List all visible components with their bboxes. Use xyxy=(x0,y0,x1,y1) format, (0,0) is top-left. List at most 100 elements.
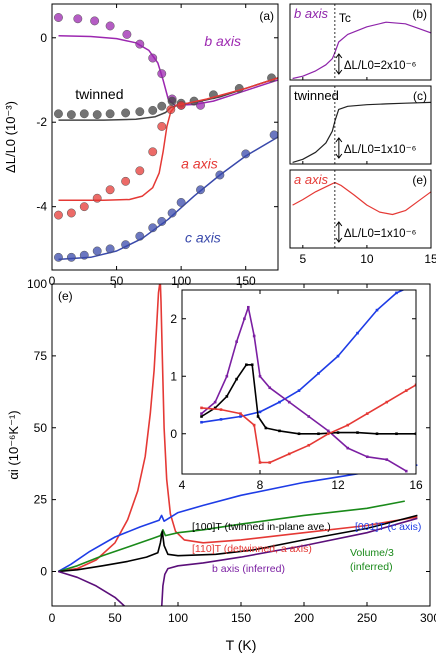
data-point xyxy=(79,250,89,260)
data-point xyxy=(235,377,238,381)
series-label: twinned xyxy=(75,86,123,102)
legend-item: [100]T (twinned in-plane ave.) xyxy=(192,521,331,533)
y-tick-label: 0 xyxy=(170,427,177,441)
y-tick-label: 2 xyxy=(170,312,177,326)
scale-arrow xyxy=(335,69,343,75)
clipped-group xyxy=(200,290,416,473)
data-point xyxy=(287,400,291,404)
clipped-group xyxy=(292,21,431,80)
series-label: b axis xyxy=(204,33,241,49)
data-point xyxy=(200,412,203,415)
panel-label: (b) xyxy=(412,7,427,21)
data-point xyxy=(404,389,408,392)
y-tick-label: 0 xyxy=(40,565,47,579)
data-point xyxy=(268,461,272,464)
data-point xyxy=(241,149,251,159)
data-point xyxy=(167,208,177,218)
data-point xyxy=(135,107,145,117)
data-point xyxy=(269,130,278,140)
data-point xyxy=(148,223,158,233)
series-curve xyxy=(160,517,418,606)
tc-label: Tc xyxy=(339,11,351,25)
data-point xyxy=(105,244,115,254)
data-point xyxy=(346,446,350,450)
data-point xyxy=(264,426,268,430)
x-tick-label: 100 xyxy=(171,274,191,288)
x-tick-label: 200 xyxy=(294,611,314,625)
data-point xyxy=(105,185,115,195)
legend-item: [001]T (c axis) xyxy=(355,521,421,533)
legend-item: (inferred) xyxy=(350,561,393,573)
data-point xyxy=(105,109,115,119)
data-point xyxy=(92,193,102,203)
data-point xyxy=(268,386,272,390)
series-curve xyxy=(57,464,418,573)
legend-item: [110]T (detwinned, a axis) xyxy=(192,543,312,555)
data-point xyxy=(54,210,63,220)
panel-title: twinned xyxy=(294,88,339,103)
data-point xyxy=(375,308,379,312)
x-tick-label: 0 xyxy=(49,274,56,288)
data-point xyxy=(121,176,131,186)
x-axis-label: T (K) xyxy=(226,637,257,653)
data-point xyxy=(122,29,132,39)
series-curve xyxy=(201,363,416,435)
data-point xyxy=(245,363,248,367)
clipped-group xyxy=(54,13,278,262)
data-point xyxy=(225,374,229,378)
data-point xyxy=(297,432,301,436)
y-axis-label: ΔL/L0 (10⁻³) xyxy=(3,101,18,173)
data-point xyxy=(395,291,398,295)
x-tick-label: 8 xyxy=(257,478,264,492)
clipped-group xyxy=(292,181,431,216)
data-point xyxy=(404,469,408,473)
data-point xyxy=(278,400,281,404)
x-tick-label: 10 xyxy=(360,252,374,266)
data-point xyxy=(135,166,145,176)
scale-arrow xyxy=(335,53,343,59)
data-point xyxy=(54,109,63,119)
scale-arrow xyxy=(335,237,343,243)
data-point xyxy=(90,16,100,26)
series-curve xyxy=(58,500,405,573)
data-point xyxy=(200,415,203,418)
data-point xyxy=(365,412,369,415)
scale-arrow xyxy=(335,153,343,159)
data-point xyxy=(278,429,281,433)
scale-arrow xyxy=(335,221,343,227)
y-tick-label: -4 xyxy=(36,200,47,214)
data-point xyxy=(414,383,416,387)
data-point xyxy=(256,415,260,418)
data-point xyxy=(135,231,145,241)
x-tick-label: 300 xyxy=(420,611,436,625)
x-tick-label: 250 xyxy=(357,611,377,625)
series-curve xyxy=(201,384,416,464)
data-point xyxy=(395,432,398,436)
data-point xyxy=(196,185,205,195)
data-point xyxy=(213,406,217,410)
x-tick-label: 15 xyxy=(424,252,436,266)
data-point xyxy=(356,331,359,335)
panel-title: a axis xyxy=(294,172,328,187)
x-tick-label: 16 xyxy=(409,478,423,492)
data-point xyxy=(148,53,158,63)
data-point xyxy=(176,197,186,207)
data-point xyxy=(219,418,223,421)
data-point xyxy=(135,39,145,49)
panel-label: (e) xyxy=(58,289,73,303)
data-point xyxy=(326,432,330,436)
data-point xyxy=(92,110,102,120)
data-point xyxy=(219,408,223,411)
y-tick-label: 75 xyxy=(34,349,48,363)
data-point xyxy=(365,455,369,459)
data-point xyxy=(157,121,167,131)
series-curve xyxy=(58,514,418,573)
legend-item: Volume/3 xyxy=(350,547,394,559)
data-point xyxy=(317,372,320,375)
inset-frame xyxy=(181,289,417,475)
series-curve xyxy=(58,284,418,573)
data-point xyxy=(166,105,176,115)
series-curve xyxy=(292,101,431,163)
x-tick-label: 5 xyxy=(299,252,306,266)
